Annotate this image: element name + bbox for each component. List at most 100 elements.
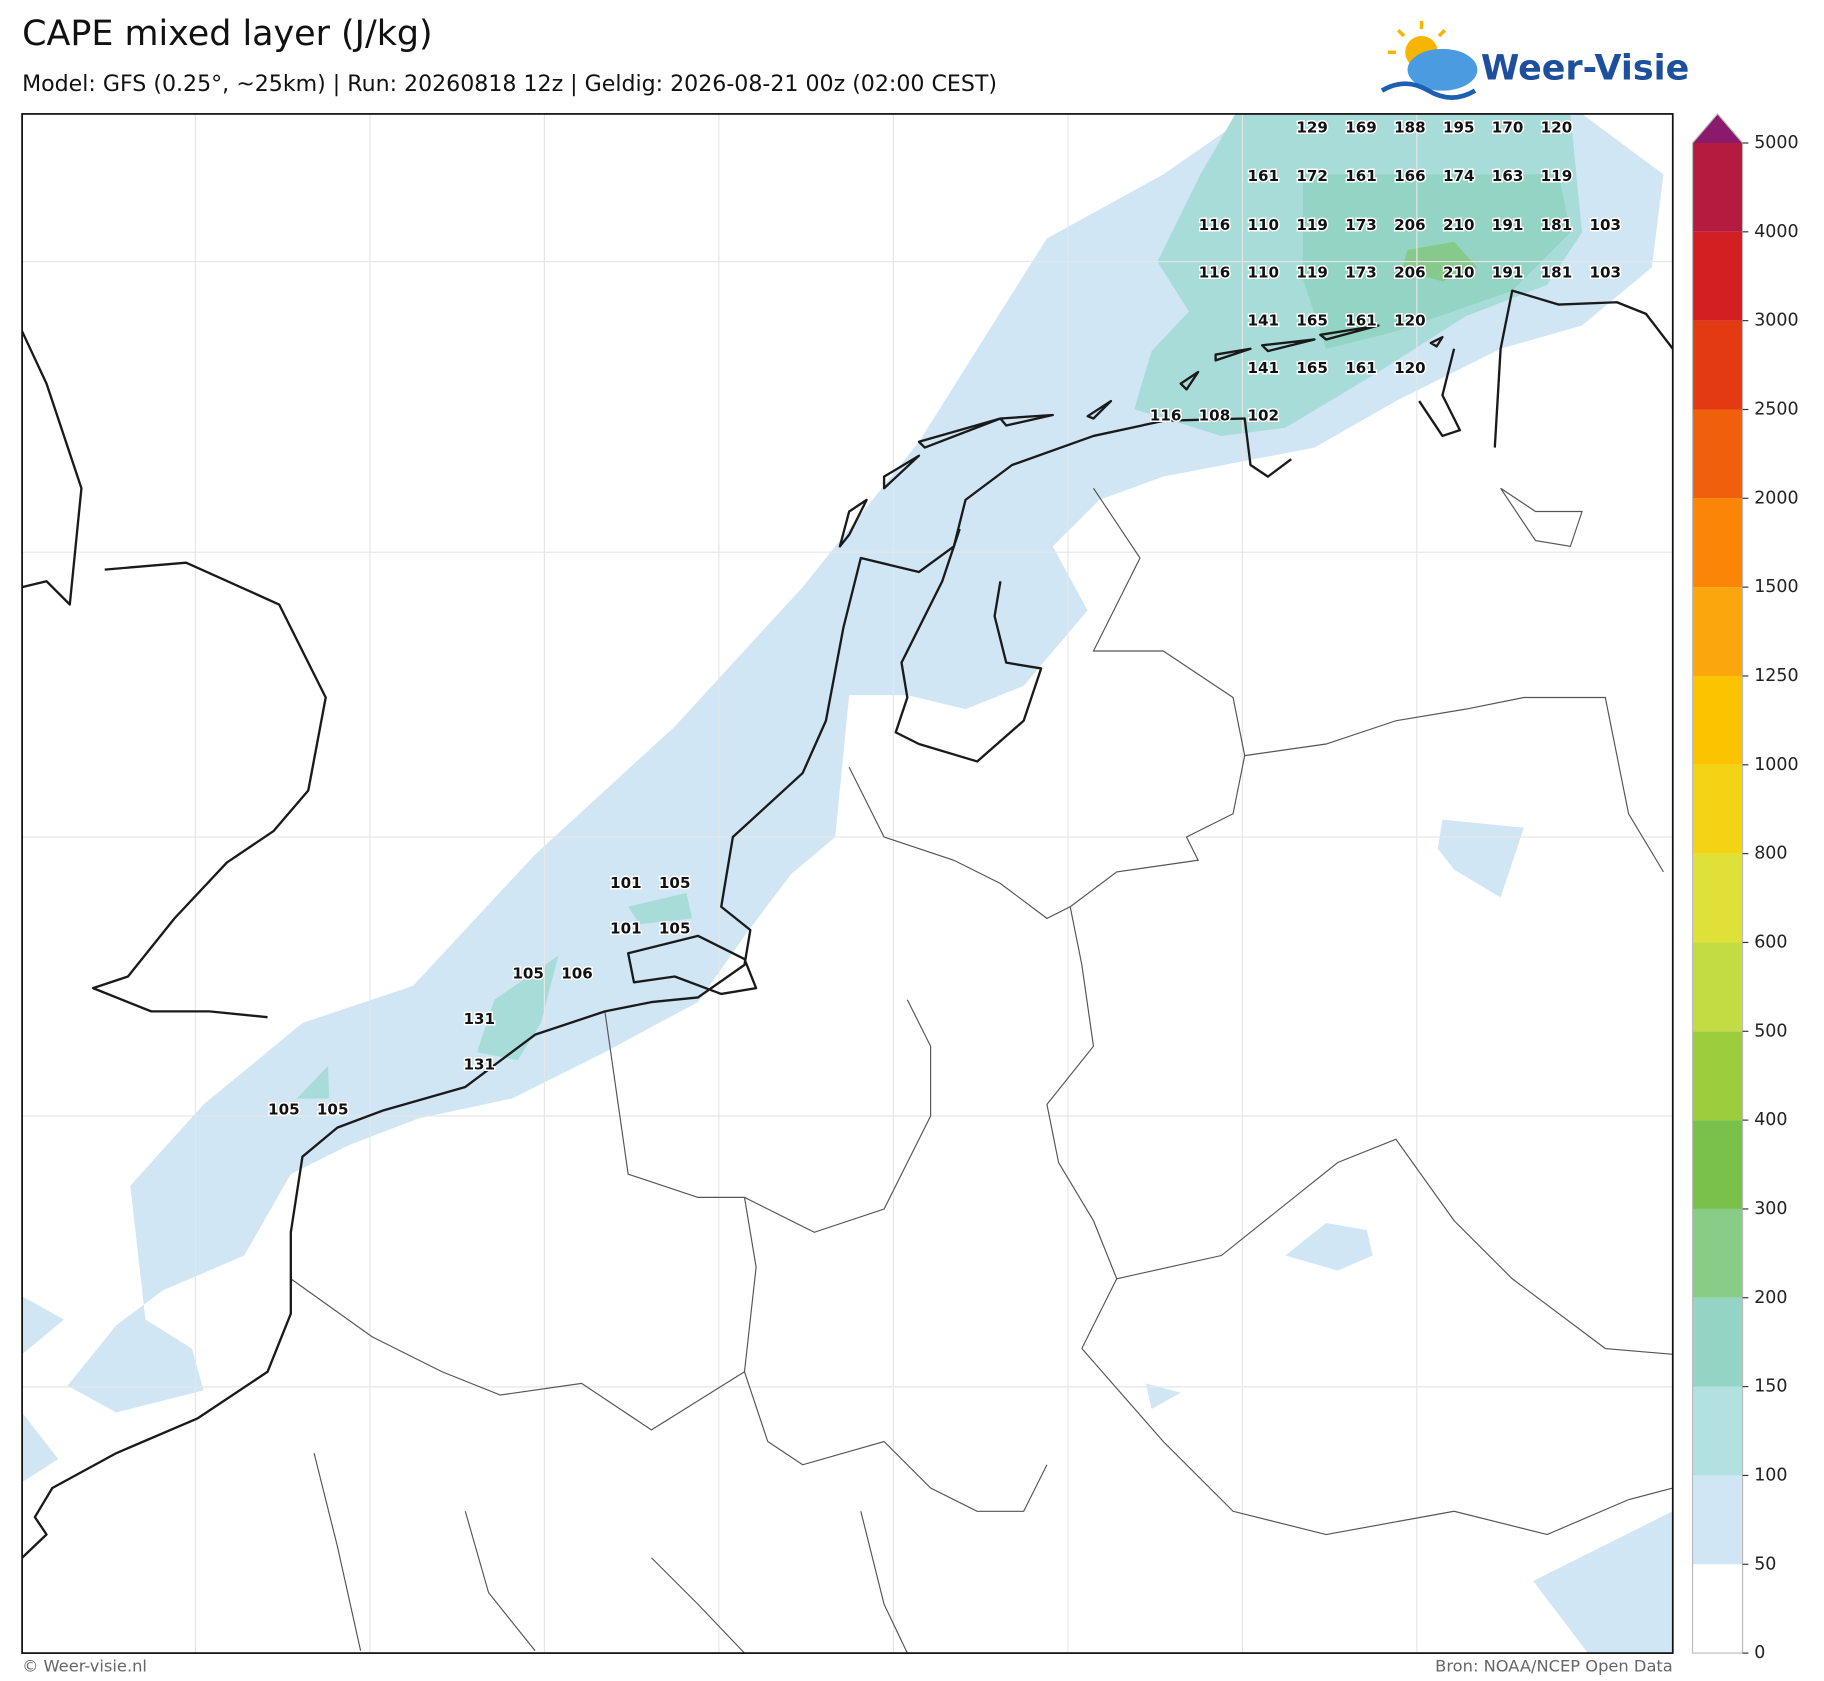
borders [290,487,1673,1654]
cape-label: 161 [1345,311,1377,329]
coastlines [21,289,1674,1559]
colorbar-segment [1692,1386,1743,1476]
cape-label: 173 [1345,264,1377,282]
colorbar-segment [1692,1475,1743,1565]
colorbar-segment [1692,498,1743,588]
colorbar-tick-label: 2000 [1754,488,1798,508]
cape-label: 172 [1296,167,1328,185]
colorbar-segment [1692,409,1743,499]
cape-label: 110 [1248,264,1280,282]
cape-label: 101 [610,874,642,892]
map-labels: 129 169 188 195 170 120 161 172 161 166 174 163 119 1… [267,117,1623,1120]
colorbar-tick-label: 1500 [1754,577,1798,597]
cape-label: 166 [1394,167,1426,185]
cape-label: 108 [1199,407,1231,425]
colorbar-tick-label: 600 [1754,932,1787,952]
cape-label: 210 [1443,264,1475,282]
colorbar-segment [1692,942,1743,1032]
colorbar-segment [1692,587,1743,676]
colorbar-segment [1692,1297,1743,1387]
colorbar-segment [1692,853,1743,943]
logo-text: Weer-Visie [1481,49,1689,89]
cape-label: 206 [1394,216,1426,234]
subtitle: Model: GFS (0.25°, ~25km) | Run: 2026081… [22,71,997,97]
cape-label: 116 [1199,216,1231,234]
colorbar-segment [1692,675,1743,765]
cape-label: 105 [268,1101,300,1119]
cape-label: 129 [1296,118,1328,136]
cape-label: 170 [1492,118,1524,136]
cape-label: 120 [1394,311,1426,329]
cape-label: 119 [1541,167,1573,185]
cape-label: 169 [1345,118,1377,136]
cape-label: 173 [1345,216,1377,234]
cape-label: 163 [1492,167,1524,185]
colorbar-tick-label: 500 [1754,1021,1787,1041]
cape-label: 161 [1345,167,1377,185]
cape-label: 181 [1541,216,1573,234]
cape-label: 116 [1199,264,1231,282]
colorbar-segment [1692,764,1743,854]
cape-label: 141 [1248,311,1280,329]
source: Bron: NOAA/NCEP Open Data [1435,1657,1673,1676]
colorbar-segment [1692,1031,1743,1121]
cape-label: 131 [463,1010,495,1028]
colorbar-tick-label: 4000 [1754,222,1798,242]
colorbar-tick-label: 1000 [1754,755,1798,775]
cape-label: 105 [317,1101,349,1119]
cape-label: 103 [1590,216,1622,234]
cape-label: 103 [1590,264,1622,282]
cape-label: 141 [1248,359,1280,377]
colorbar-tick-label: 2500 [1754,399,1798,419]
cape-label: 165 [1296,359,1328,377]
colorbar-extension [1692,113,1743,143]
colorbar-tick-label: 800 [1754,844,1787,864]
colorbar-tick-label: 300 [1754,1199,1787,1219]
colorbar-tick-label: 100 [1754,1465,1787,1485]
colorbar-segment [1692,1208,1743,1298]
colorbar-segment [1692,320,1743,410]
cape-label: 188 [1394,118,1426,136]
cape-label: 105 [512,965,544,983]
colorbar-tick-label: 5000 [1754,133,1798,153]
map-frame [21,113,1674,1654]
colorbar-segment [1692,1120,1743,1209]
colorbar-segment [1692,1564,1743,1654]
colorbar-outline [1691,113,1744,1654]
cape-label: 161 [1248,167,1280,185]
cape-label: 191 [1492,264,1524,282]
colorbar-tick-label: 0 [1754,1643,1765,1663]
colorbar-tick-label: 200 [1754,1288,1787,1308]
cape-label: 161 [1345,359,1377,377]
colorbar: 0 50 100 150 200 300 400 500 600 800 1000 1250 1500 2… [1691,113,1799,1663]
cape-label: 174 [1443,167,1475,185]
map: 129 169 188 195 170 120 161 172 161 166 174 163 119 1… [21,113,1674,1654]
colorbar-tick-label: 400 [1754,1110,1787,1130]
colorbar-segment [1692,142,1743,232]
cape-label: 165 [1296,311,1328,329]
cape-label: 206 [1394,264,1426,282]
cape-label: 120 [1394,359,1426,377]
copyright: © Weer-visie.nl [22,1657,147,1676]
title: CAPE mixed layer (J/kg) [22,14,433,54]
colorbar-segment [1692,231,1743,321]
cape-label: 131 [463,1055,495,1073]
cape-label: 120 [1541,118,1573,136]
colorbar-tick-label: 1250 [1754,666,1798,686]
cape-label: 105 [659,874,691,892]
cape-label: 106 [561,965,593,983]
grid [22,113,1673,1654]
cape-label: 102 [1248,407,1280,425]
cape-label: 105 [659,919,691,937]
cape-label: 110 [1248,216,1280,234]
cape-label: 181 [1541,264,1573,282]
colorbar-tick-label: 50 [1754,1554,1776,1574]
colorbar-tick-label: 3000 [1754,311,1798,331]
colorbar-tick-label: 150 [1754,1377,1787,1397]
cape-label: 116 [1150,407,1182,425]
cape-label: 119 [1296,264,1328,282]
cape-label: 101 [610,919,642,937]
logo: Weer-Visie [1380,20,1689,100]
